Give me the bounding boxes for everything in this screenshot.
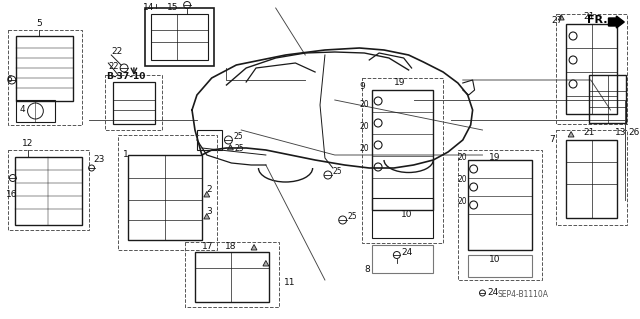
Text: 21: 21: [583, 12, 595, 21]
Text: 9: 9: [360, 82, 365, 91]
Polygon shape: [204, 191, 210, 197]
Circle shape: [569, 80, 577, 88]
Polygon shape: [227, 145, 234, 150]
Bar: [362, 78, 443, 243]
Text: 20: 20: [360, 144, 369, 153]
Bar: [372, 90, 433, 210]
Bar: [15, 157, 82, 225]
Text: 24: 24: [402, 248, 413, 257]
Bar: [468, 255, 532, 277]
Text: 27: 27: [552, 16, 563, 25]
Circle shape: [374, 119, 382, 127]
Text: 25: 25: [234, 144, 244, 153]
Bar: [195, 252, 269, 302]
Text: 18: 18: [225, 242, 236, 251]
Text: 20: 20: [360, 122, 369, 131]
Circle shape: [470, 201, 477, 209]
Text: 3: 3: [207, 207, 212, 216]
Text: 19: 19: [394, 78, 405, 87]
Bar: [118, 135, 216, 250]
FancyArrow shape: [609, 16, 624, 28]
Polygon shape: [558, 14, 564, 20]
Circle shape: [470, 165, 477, 173]
Text: 8: 8: [364, 265, 370, 274]
Text: 10: 10: [490, 255, 501, 264]
Text: 26: 26: [628, 128, 639, 137]
Text: 16: 16: [6, 190, 17, 199]
Circle shape: [569, 56, 577, 64]
Bar: [150, 14, 208, 60]
Bar: [566, 24, 618, 114]
Text: 15: 15: [168, 3, 179, 12]
Bar: [556, 14, 627, 124]
Bar: [8, 30, 82, 125]
Bar: [372, 245, 433, 273]
Text: 23: 23: [93, 155, 105, 164]
Bar: [589, 75, 626, 123]
Bar: [145, 8, 214, 66]
Text: 10: 10: [401, 210, 412, 219]
Circle shape: [374, 141, 382, 149]
Polygon shape: [263, 261, 269, 266]
Bar: [8, 150, 88, 230]
Text: FR.: FR.: [587, 15, 607, 25]
Text: 11: 11: [284, 278, 295, 287]
Text: 7: 7: [549, 135, 555, 144]
Text: 20: 20: [458, 153, 467, 162]
Text: 12: 12: [22, 139, 33, 148]
Circle shape: [470, 183, 477, 191]
Bar: [113, 82, 155, 124]
Text: 1: 1: [123, 150, 129, 159]
Bar: [128, 155, 202, 240]
Text: 22: 22: [108, 62, 119, 71]
Bar: [106, 75, 163, 130]
Text: 25: 25: [348, 212, 357, 221]
Bar: [468, 160, 532, 250]
Text: 6: 6: [6, 75, 12, 84]
Polygon shape: [251, 244, 257, 250]
Text: 21: 21: [583, 128, 595, 137]
Bar: [185, 242, 278, 307]
Bar: [458, 150, 541, 280]
Text: 20: 20: [458, 175, 467, 184]
Text: 22: 22: [111, 47, 122, 56]
Circle shape: [374, 163, 382, 171]
Polygon shape: [204, 213, 210, 219]
Bar: [16, 36, 73, 101]
Text: 2: 2: [207, 185, 212, 194]
Polygon shape: [568, 131, 574, 137]
Bar: [556, 130, 627, 225]
Text: 19: 19: [490, 153, 501, 162]
Text: 20: 20: [458, 197, 467, 206]
Text: 14: 14: [143, 4, 154, 12]
Text: 25: 25: [333, 167, 342, 176]
Text: SEP4-B1110A: SEP4-B1110A: [497, 290, 548, 299]
Bar: [372, 198, 433, 238]
Circle shape: [374, 97, 382, 105]
Text: 25: 25: [234, 132, 243, 141]
Text: 24: 24: [488, 288, 499, 297]
Text: 13: 13: [616, 128, 627, 137]
Text: 4: 4: [20, 105, 26, 114]
Circle shape: [569, 32, 577, 40]
Bar: [16, 100, 55, 122]
Text: 20: 20: [360, 100, 369, 109]
Text: 5: 5: [36, 19, 42, 28]
Bar: [197, 130, 221, 150]
Text: B-37-10: B-37-10: [106, 72, 146, 81]
Text: 17: 17: [202, 242, 213, 251]
Bar: [566, 140, 618, 218]
